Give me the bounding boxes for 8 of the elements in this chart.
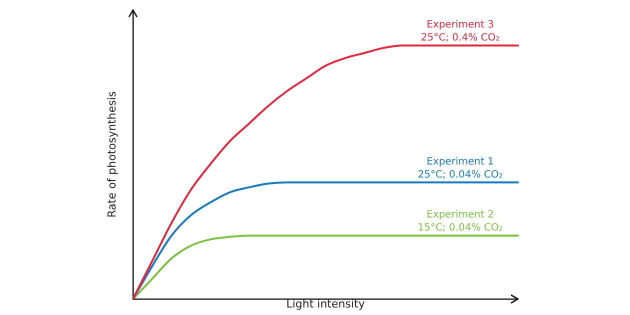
series-label: Experiment 1 — [426, 156, 494, 168]
x-axis-title: Light intensity — [286, 297, 366, 310]
series-label: Experiment 2 — [426, 210, 494, 221]
annotation: 15°C; 0.04% CO₂ — [418, 222, 503, 234]
y-axis-title: Rate of photosynthesis — [105, 91, 118, 218]
annotation: 25°C; 0.04% CO₂ — [418, 169, 503, 180]
text: 25°C; 0.4% CO₂ — [420, 32, 500, 44]
series-label: Experiment 3 — [426, 19, 494, 30]
